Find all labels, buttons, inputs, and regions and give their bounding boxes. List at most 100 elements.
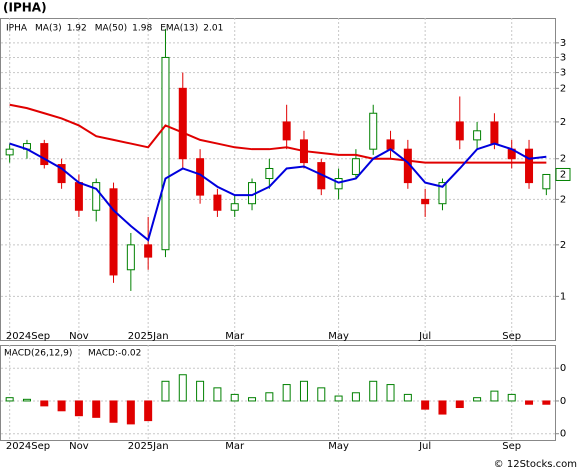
candle-body: [386, 139, 395, 150]
x-tick-label: May: [328, 441, 349, 452]
macd-bar: [455, 400, 464, 409]
x-tick-label: Mar: [225, 331, 245, 342]
macd-bar: [299, 380, 308, 402]
candle-body: [178, 87, 187, 160]
x-tick-label: Nov: [69, 331, 89, 342]
candle-body: [455, 121, 464, 141]
candle-body: [144, 244, 153, 258]
y-tick-label: 2: [560, 154, 566, 165]
macd-current: MACD:-0.02: [88, 349, 141, 359]
macd-bar: [438, 400, 447, 415]
y-tick-label: 0: [560, 396, 566, 407]
candle-body: [57, 164, 66, 184]
y-tick-label: 0: [560, 363, 566, 374]
macd-bar: [369, 380, 378, 402]
y-tick-label: 2: [560, 83, 566, 94]
macd-bar: [92, 400, 101, 418]
x-tick-label: 2024Sep: [6, 331, 50, 342]
macd-bar: [40, 400, 49, 407]
macd-bar: [57, 400, 66, 412]
macd-bar: [22, 398, 31, 402]
legend-name: MA(50): [95, 24, 127, 34]
x-tick-label: May: [328, 331, 349, 342]
candle-body: [421, 198, 430, 205]
legend-name: MA(3): [35, 24, 62, 34]
candle-body: [351, 158, 360, 175]
macd-bar: [386, 384, 395, 402]
candle-body: [282, 121, 291, 141]
candle-body: [213, 194, 222, 211]
x-tick-label: Nov: [69, 441, 89, 452]
macd-bar: [109, 400, 118, 423]
candle-body: [525, 148, 534, 184]
candle-body: [438, 182, 447, 205]
candle-body: [40, 143, 49, 166]
macd-bar: [248, 397, 257, 402]
macd-bar: [421, 400, 430, 410]
candle-body: [74, 182, 83, 211]
x-tick-label: Sep: [502, 331, 521, 342]
macd-bar: [542, 400, 551, 405]
ma-line: [9, 142, 547, 242]
x-tick-label: Mar: [225, 441, 245, 452]
y-tick-label: 3: [560, 38, 566, 49]
candle-body: [334, 178, 343, 190]
x-tick-label: Jul: [418, 331, 431, 342]
price-panel: [0, 18, 556, 341]
macd-bar: [282, 384, 291, 402]
x-tick-label: 2025Jan: [128, 441, 169, 452]
x-tick-label: 2025Jan: [128, 331, 169, 342]
macd-bar: [525, 400, 534, 405]
candle-body: [161, 56, 170, 251]
last-price-label: 2: [560, 169, 566, 180]
macd-bar: [213, 387, 222, 402]
candle-body: [5, 148, 14, 156]
candle-body: [230, 203, 239, 211]
x-tick-label: 2024Sep: [6, 441, 50, 452]
macd-bar: [144, 400, 153, 422]
x-tick-label: Jul: [418, 441, 431, 452]
footer: © 12Stocks.com: [494, 459, 577, 470]
candle-body: [126, 244, 135, 271]
macd-bar: [74, 400, 83, 417]
y-tick-label: 3: [560, 52, 566, 63]
last-price-box: [555, 167, 571, 181]
y-tick-label: 1: [560, 291, 566, 302]
macd-bar: [317, 387, 326, 402]
legend-value: 1.92: [67, 24, 87, 34]
macd-bar: [490, 390, 499, 402]
legend-value: 1.98: [132, 24, 152, 34]
candle-body: [490, 121, 499, 145]
y-tick-label: 2: [560, 117, 566, 128]
legend-name: EMA(13): [160, 24, 198, 34]
x-tick-label: Sep: [502, 441, 521, 452]
macd-panel: [0, 345, 556, 441]
macd-bar: [178, 374, 187, 402]
ma-line: [9, 103, 547, 164]
macd-bar: [126, 400, 135, 425]
macd-bar: [334, 395, 343, 402]
candle-body: [473, 130, 482, 141]
macd-bar: [5, 397, 14, 402]
macd-bar: [403, 393, 412, 402]
candle-body: [542, 173, 551, 190]
macd-bar: [507, 393, 516, 402]
candle-body: [109, 188, 118, 276]
candle-body: [265, 167, 274, 180]
macd-bar: [230, 393, 239, 402]
candle-body: [369, 112, 378, 150]
legend-value: 2.01: [203, 24, 223, 34]
macd-bar: [196, 380, 205, 402]
macd-bar: [473, 397, 482, 402]
chart-title: (IPHA): [3, 1, 47, 15]
legend-symbol: IPHA: [6, 24, 28, 34]
macd-title: MACD(26,12,9): [4, 349, 72, 359]
y-tick-label: 2: [560, 240, 566, 251]
macd-bar: [161, 380, 170, 402]
candle-body: [92, 182, 101, 211]
macd-bar: [351, 392, 360, 402]
y-tick-label: 2: [560, 194, 566, 205]
macd-bar: [265, 392, 274, 402]
y-tick-label: 0: [560, 429, 566, 440]
